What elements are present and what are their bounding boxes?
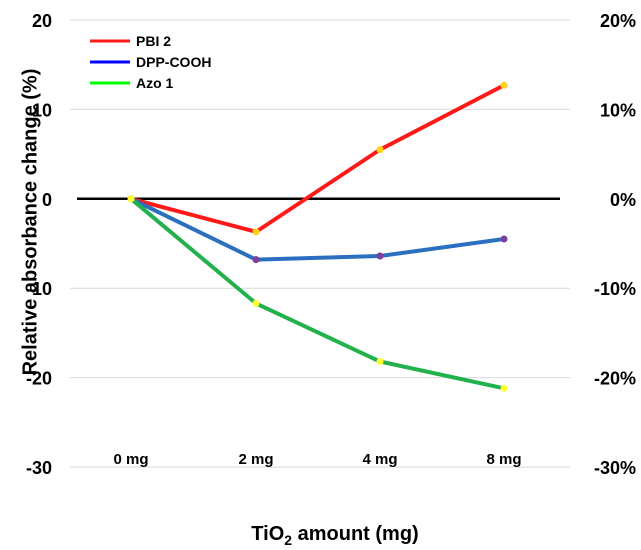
y-axis-left-ticks: -30 -20 -10 0 10 20 bbox=[26, 11, 52, 478]
grid bbox=[70, 19, 570, 468]
series-0 bbox=[127, 81, 508, 236]
x-tick-label: 8 mg bbox=[486, 451, 521, 468]
y-tick-label-left: 0 bbox=[42, 190, 52, 210]
x-axis-title-subscript: 2 bbox=[284, 532, 292, 548]
y-axis-right-ticks: -30% -20% -10% 0% 10% 20% bbox=[594, 11, 636, 478]
y-tick-label-right: 10% bbox=[600, 100, 636, 120]
series-line bbox=[129, 196, 506, 262]
data-point bbox=[252, 299, 260, 307]
legend-label: Azo 1 bbox=[136, 75, 174, 91]
y-tick-label-left: -10 bbox=[26, 279, 52, 299]
y-tick-label-left: 10 bbox=[32, 100, 52, 120]
y-tick-label-left: -20 bbox=[26, 369, 52, 389]
y-tick-label-right: 0% bbox=[610, 190, 636, 210]
y-tick-label-left: 20 bbox=[32, 11, 52, 31]
legend-label: PBI 2 bbox=[136, 33, 171, 49]
data-point bbox=[500, 81, 508, 89]
data-point bbox=[376, 146, 384, 154]
y-tick-label-right: -10% bbox=[594, 279, 636, 299]
x-axis-title: TiO2 amount (mg) bbox=[251, 523, 418, 548]
series-1 bbox=[127, 195, 508, 264]
x-tick-label: 4 mg bbox=[362, 451, 397, 468]
y-tick-label-left: -30 bbox=[26, 458, 52, 478]
series-layer bbox=[127, 81, 508, 392]
data-point bbox=[252, 256, 260, 264]
data-point bbox=[252, 228, 260, 236]
x-tick-label: 0 mg bbox=[113, 451, 148, 468]
data-point bbox=[376, 358, 384, 366]
series-2 bbox=[127, 195, 508, 392]
y-tick-label-right: 20% bbox=[600, 11, 636, 31]
x-axis-title-main: TiO bbox=[251, 523, 284, 545]
x-tick-label: 2 mg bbox=[238, 451, 273, 468]
series-line bbox=[129, 83, 506, 234]
series-line bbox=[129, 196, 506, 391]
data-point bbox=[127, 195, 135, 203]
data-point bbox=[500, 235, 508, 243]
y-axis-title: Relative absorbance change (%) bbox=[19, 69, 41, 376]
x-axis-ticks: 0 mg 2 mg 4 mg 8 mg bbox=[113, 451, 521, 468]
y-tick-label-right: -30% bbox=[594, 458, 636, 478]
legend: PBI 2 DPP-COOH Azo 1 bbox=[90, 33, 211, 91]
y-tick-label-right: -20% bbox=[594, 369, 636, 389]
data-point bbox=[376, 252, 384, 260]
data-point bbox=[500, 384, 508, 392]
legend-label: DPP-COOH bbox=[136, 54, 211, 70]
x-axis-title-rest: amount (mg) bbox=[292, 523, 419, 545]
